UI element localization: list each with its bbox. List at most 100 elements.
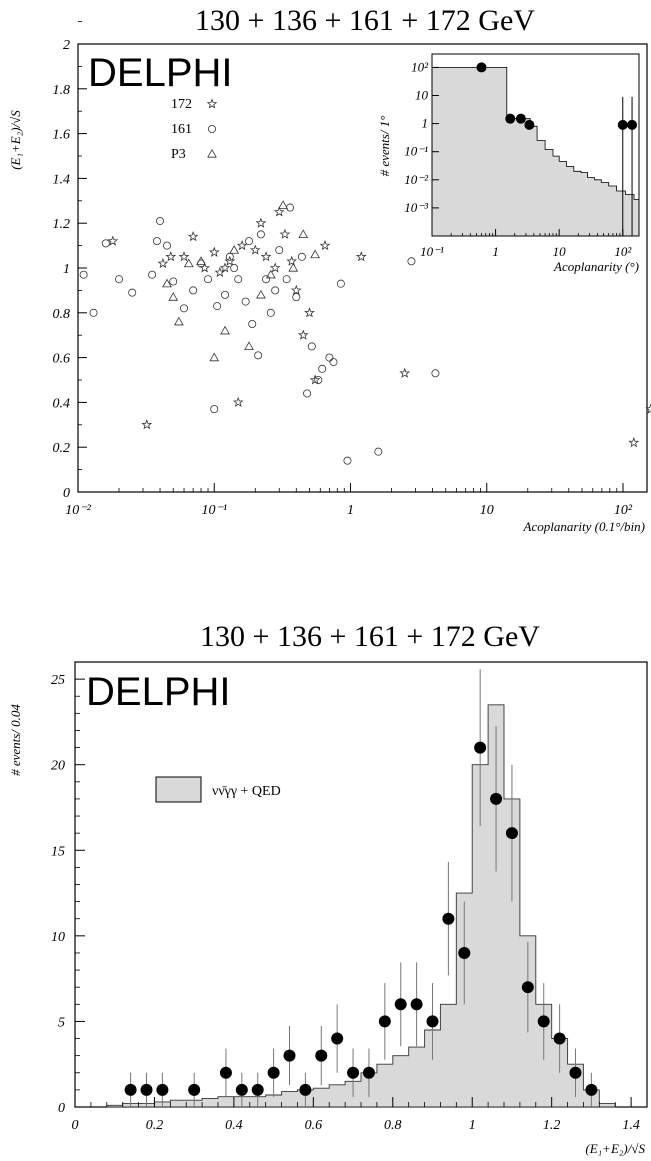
scatter-point-star xyxy=(297,329,309,340)
scatter-y-tick-label: 1.4 xyxy=(53,172,71,187)
scatter-point-circle xyxy=(282,275,291,284)
histogram-simulation-area xyxy=(106,704,616,1108)
histogram-y-tick-label: 0 xyxy=(58,1101,65,1116)
scatter-point-circle xyxy=(128,288,137,297)
inset-x-tick-label: 10 xyxy=(553,244,567,259)
scatter-point-circle xyxy=(292,293,301,302)
scatter-point-circle xyxy=(234,275,243,284)
scatter-point-circle xyxy=(221,290,230,299)
scatter-y-tick-label: 0.8 xyxy=(53,307,71,322)
histogram-x-tick-label: 1.2 xyxy=(543,1118,561,1133)
scatter-point-circle xyxy=(303,389,312,398)
scatter-point-star xyxy=(232,396,244,407)
scatter-x-label: Acoplanarity (0.1°/bin) xyxy=(523,519,645,534)
scatter-x-tick-label: 10⁻¹ xyxy=(201,503,227,518)
scatter-point-circle xyxy=(286,203,295,212)
histogram-y-tick-label: 15 xyxy=(51,844,65,859)
scatter-point-circle xyxy=(254,351,263,360)
inset-x-label: Acoplanarity (°) xyxy=(553,259,639,274)
scatter-point-triangle xyxy=(220,325,230,335)
scatter-point-triangle xyxy=(162,278,172,288)
histogram-data-point xyxy=(410,998,423,1011)
histogram-data-point xyxy=(140,1083,153,1096)
scatter-point-star xyxy=(107,235,119,246)
histogram-data-point xyxy=(553,1032,566,1045)
inset-data-point xyxy=(515,113,526,124)
scatter-x-tick-label: 10 xyxy=(480,503,494,518)
histogram-x-label: (E₁+E₂)/√S xyxy=(585,1141,645,1156)
inset-y-label: # events/ 1° xyxy=(377,116,392,177)
histogram-simulation xyxy=(106,704,616,1108)
histogram-data-point xyxy=(442,912,455,925)
histogram-y-tick-label: 5 xyxy=(58,1015,65,1030)
histogram-data-points xyxy=(124,669,598,1107)
histogram-y-axis: 0 5 10 15 20 25 xyxy=(51,661,85,1116)
histogram-y-tick-label: 20 xyxy=(51,759,65,774)
scatter-point-circle xyxy=(318,364,327,373)
scatter-y-tick-label: 1.6 xyxy=(53,128,71,143)
scatter-point-triangle xyxy=(168,292,179,301)
histogram-data-point xyxy=(219,1066,232,1079)
scatter-point-star xyxy=(187,230,199,242)
scatter-point-star xyxy=(249,244,261,255)
scatter-point-circle xyxy=(374,447,383,456)
histogram-experiment-label: DELPHI xyxy=(86,670,231,714)
scatter-point-circle xyxy=(325,353,334,362)
scatter-point-circle xyxy=(148,270,157,279)
inset-y-tick-label: 10 xyxy=(415,88,429,103)
scatter-point-triangle xyxy=(183,258,194,268)
scatter-point-star xyxy=(219,262,231,273)
scatter-point-triangle xyxy=(196,256,206,265)
scatter-y-tick-label: 0 xyxy=(63,486,70,501)
scatter-y-label: (E₁+E₂)/√S xyxy=(8,110,23,170)
inset-y-tick-label: 10⁻³ xyxy=(404,200,429,215)
scatter-point-circle xyxy=(89,308,98,317)
histogram-data-point xyxy=(490,792,503,805)
histogram-data-point xyxy=(347,1066,360,1079)
legend-simulation-swatch xyxy=(155,776,202,803)
scatter-point-triangle xyxy=(298,229,309,238)
scatter-y-tick-label: 0.4 xyxy=(53,396,71,411)
inset-x-tick-label: 1 xyxy=(492,244,499,259)
scatter-y-tick-label: 1.8 xyxy=(53,83,71,98)
histogram-data-point xyxy=(331,1032,344,1045)
scatter-point-circle xyxy=(169,277,178,286)
histogram-y-label: # events/ 0.04 xyxy=(8,704,23,776)
histogram-data-point xyxy=(474,741,487,754)
inset-simulation-area xyxy=(431,67,640,237)
scatter-point-star xyxy=(236,239,248,251)
histogram-legend: νν̄γγ + QED xyxy=(155,776,281,803)
inset-x-tick-label: 10⁻¹ xyxy=(420,244,444,259)
scatter-point-star xyxy=(255,217,267,228)
scatter-point-star xyxy=(165,251,177,262)
scatter-point-star xyxy=(304,307,315,318)
scatter-point-circle xyxy=(336,279,345,288)
scatter-y-tick-label: 1 xyxy=(63,262,70,277)
scatter-point-triangle xyxy=(288,262,299,272)
histogram-data-point xyxy=(235,1083,248,1096)
scatter-point-star xyxy=(224,255,236,266)
scatter-experiment-label: DELPHI xyxy=(88,51,233,95)
scatter-y-axis: 0 0.2 0.4 0.6 0.8 1 1.2 1.4 1.6 1.8 2 xyxy=(53,21,87,501)
scatter-x-tick-label: 10² xyxy=(614,503,633,518)
scatter-point-circle xyxy=(79,270,88,279)
histogram-data-point xyxy=(585,1083,598,1096)
histogram-data-point xyxy=(458,946,471,959)
inset-simulation-histogram xyxy=(431,67,640,237)
scatter-point-star xyxy=(208,246,220,257)
histogram-data-point xyxy=(569,1066,582,1079)
scatter-point-star xyxy=(628,437,640,448)
histogram-x-tick-label: 1.4 xyxy=(622,1118,640,1133)
scatter-points xyxy=(79,200,651,465)
scatter-point-star xyxy=(399,367,411,378)
scatter-point-star xyxy=(260,251,272,262)
inset-x-axis: 10⁻¹ 1 10 10² xyxy=(420,229,632,259)
histogram-data-point xyxy=(378,1015,391,1028)
scatter-point-circle xyxy=(307,342,316,351)
histogram-data-point xyxy=(124,1083,137,1096)
scatter-point-triangle xyxy=(265,269,276,279)
scatter-title: 130 + 136 + 161 + 172 GeV xyxy=(195,4,535,37)
scatter-point-circle xyxy=(180,304,189,313)
inset-data-point xyxy=(505,113,516,124)
